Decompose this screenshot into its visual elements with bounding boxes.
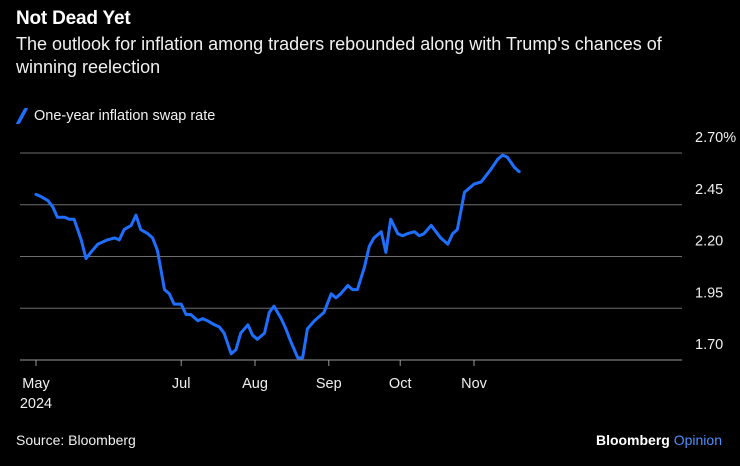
legend: One-year inflation swap rate (15, 108, 216, 124)
y-tick-label: 2.20 (695, 234, 723, 250)
x-tick-label: Nov (461, 376, 488, 392)
y-axis: 2.70% 2.45 2.20 1.95 1.70 (695, 130, 736, 353)
y-tick-label: 1.70 (695, 337, 723, 353)
gridlines (20, 152, 682, 361)
x-axis: May 2024 Jul Aug Sep Oct Nov (20, 360, 488, 412)
x-tick-label: Aug (242, 376, 268, 392)
y-tick-label: 1.95 (695, 285, 723, 301)
brand-secondary: Opinion (673, 432, 722, 448)
x-tick-label: Sep (316, 376, 342, 392)
brand-logo: Bloomberg Opinion (596, 432, 722, 448)
brand-primary: Bloomberg (595, 432, 670, 448)
series-line (34, 153, 521, 360)
y-tick-label: 2.45 (695, 182, 723, 198)
x-tick-sublabel: 2024 (20, 396, 52, 412)
x-tick-label: May (22, 376, 50, 392)
legend-label: One-year inflation swap rate (34, 108, 216, 124)
source-note: Source: Bloomberg (16, 432, 136, 448)
chart-subtitle: The outlook for inflation among traders … (16, 34, 662, 77)
x-tick-label: Jul (172, 376, 191, 392)
x-tick-label: Oct (389, 376, 412, 392)
chart-title: Not Dead Yet (16, 8, 131, 29)
y-tick-label: 2.70% (695, 130, 736, 146)
series-layer (34, 153, 521, 360)
